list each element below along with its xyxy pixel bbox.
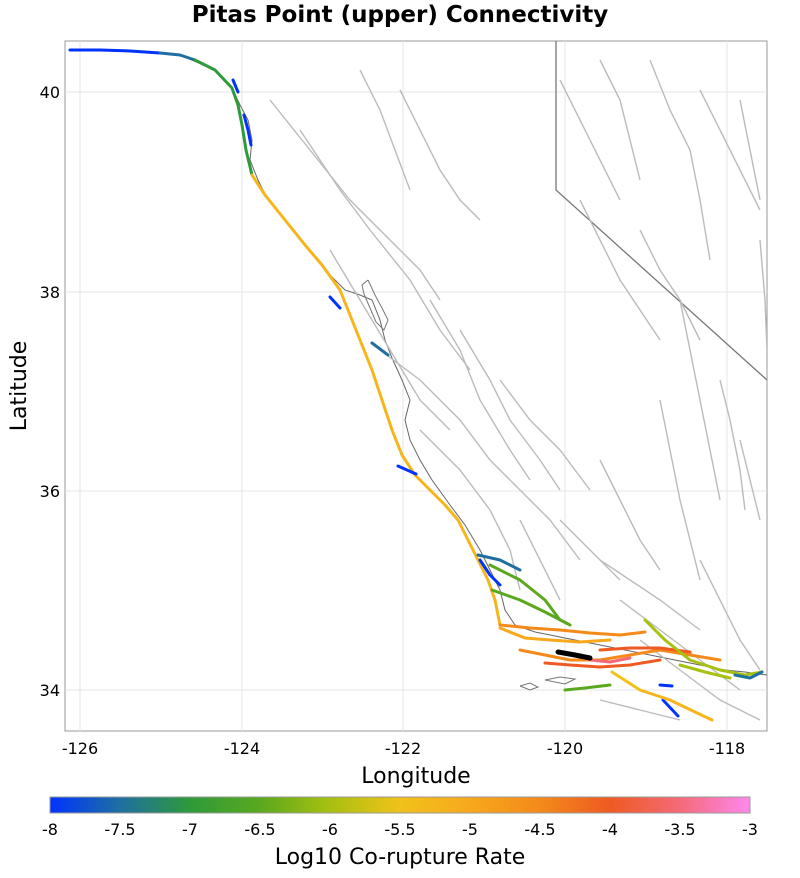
fault-blue-segment-north — [242, 113, 253, 147]
fault-hosgri-blue — [478, 558, 502, 587]
fault-orange-2 — [498, 626, 612, 644]
colorbar-tick-label: -6.5 — [244, 820, 275, 839]
y-tick-label: 38 — [40, 283, 60, 302]
y-tick-label: 36 — [40, 482, 60, 501]
colorbar — [49, 796, 751, 814]
fault-yellow-green-1 — [643, 618, 764, 677]
fault-blue-peninsula — [370, 341, 390, 357]
fault-blue-south-1 — [658, 683, 674, 688]
fault-blue-segment-top — [231, 78, 240, 94]
fault-yellow-green-2 — [678, 663, 732, 680]
chart-title: Pitas Point (upper) Connectivity — [191, 2, 609, 28]
y-axis-label: Latitude — [7, 341, 32, 432]
x-tick-label: -122 — [385, 739, 421, 758]
colorbar-tick-label: -7 — [182, 820, 198, 839]
fault-sa-peninsula — [250, 173, 502, 627]
fault-green-south — [563, 683, 612, 692]
colorbar-tick-label: -7.5 — [104, 820, 135, 839]
channel-island-1 — [519, 682, 540, 691]
colorbar-tick-label: -4 — [602, 820, 618, 839]
colorbar-tick-label: -8 — [42, 820, 58, 839]
colorbar-tick-labels: -8 -7.5 -7 -6.5 -6 -5.5 -5 -4.5 -4 -3.5 … — [42, 820, 758, 839]
plot-area — [64, 40, 768, 732]
fault-teal-east — [733, 670, 764, 680]
x-tick-label: -118 — [709, 739, 745, 758]
fault-green-2 — [490, 588, 572, 627]
fault-mendocino-offshore-east — [158, 51, 197, 62]
fault-orange-south — [638, 688, 714, 722]
state-border — [555, 41, 767, 381]
x-tick-label: -120 — [547, 739, 583, 758]
colorbar-tick-label: -4.5 — [524, 820, 555, 839]
fault-pink — [588, 656, 632, 664]
grid — [65, 41, 767, 731]
fault-blue-central — [396, 464, 418, 476]
fault-pitas-point-upper — [555, 649, 593, 661]
colorbar-label: Log10 Co-rupture Rate — [275, 845, 526, 870]
fault-green-1 — [488, 563, 562, 622]
fault-red-2 — [598, 646, 692, 654]
fault-blue-south-2 — [661, 698, 680, 718]
fault-north-coast-sa — [193, 58, 254, 177]
fault-red-1 — [543, 658, 662, 669]
sf-bay — [361, 279, 389, 331]
colorbar-tick-label: -6 — [322, 820, 338, 839]
coastline — [179, 54, 767, 676]
x-tick-label: -126 — [62, 739, 98, 758]
fault-blue-bay — [328, 295, 342, 310]
fault-yellow-coast — [610, 670, 642, 692]
channel-island-2 — [544, 676, 577, 685]
colorbar-tick-label: -5.5 — [384, 820, 415, 839]
x-axis-label: Longitude — [361, 764, 470, 789]
y-tick-label: 40 — [40, 83, 60, 102]
fault-orange-1 — [498, 623, 647, 637]
colorbar-tick-label: -3.5 — [664, 820, 695, 839]
y-tick-label: 34 — [40, 681, 60, 700]
x-tick-label: -124 — [224, 739, 260, 758]
colorbar-tick-label: -5 — [462, 820, 478, 839]
colorbar-tick-label: -3 — [742, 820, 758, 839]
connected-faults — [68, 48, 764, 722]
x-tick-labels: -126 -124 -122 -120 -118 — [62, 739, 745, 758]
fault-mendocino-offshore — [68, 48, 162, 55]
fault-teal-san-luis — [476, 553, 522, 572]
y-tick-labels: 34 36 38 40 — [40, 83, 60, 700]
